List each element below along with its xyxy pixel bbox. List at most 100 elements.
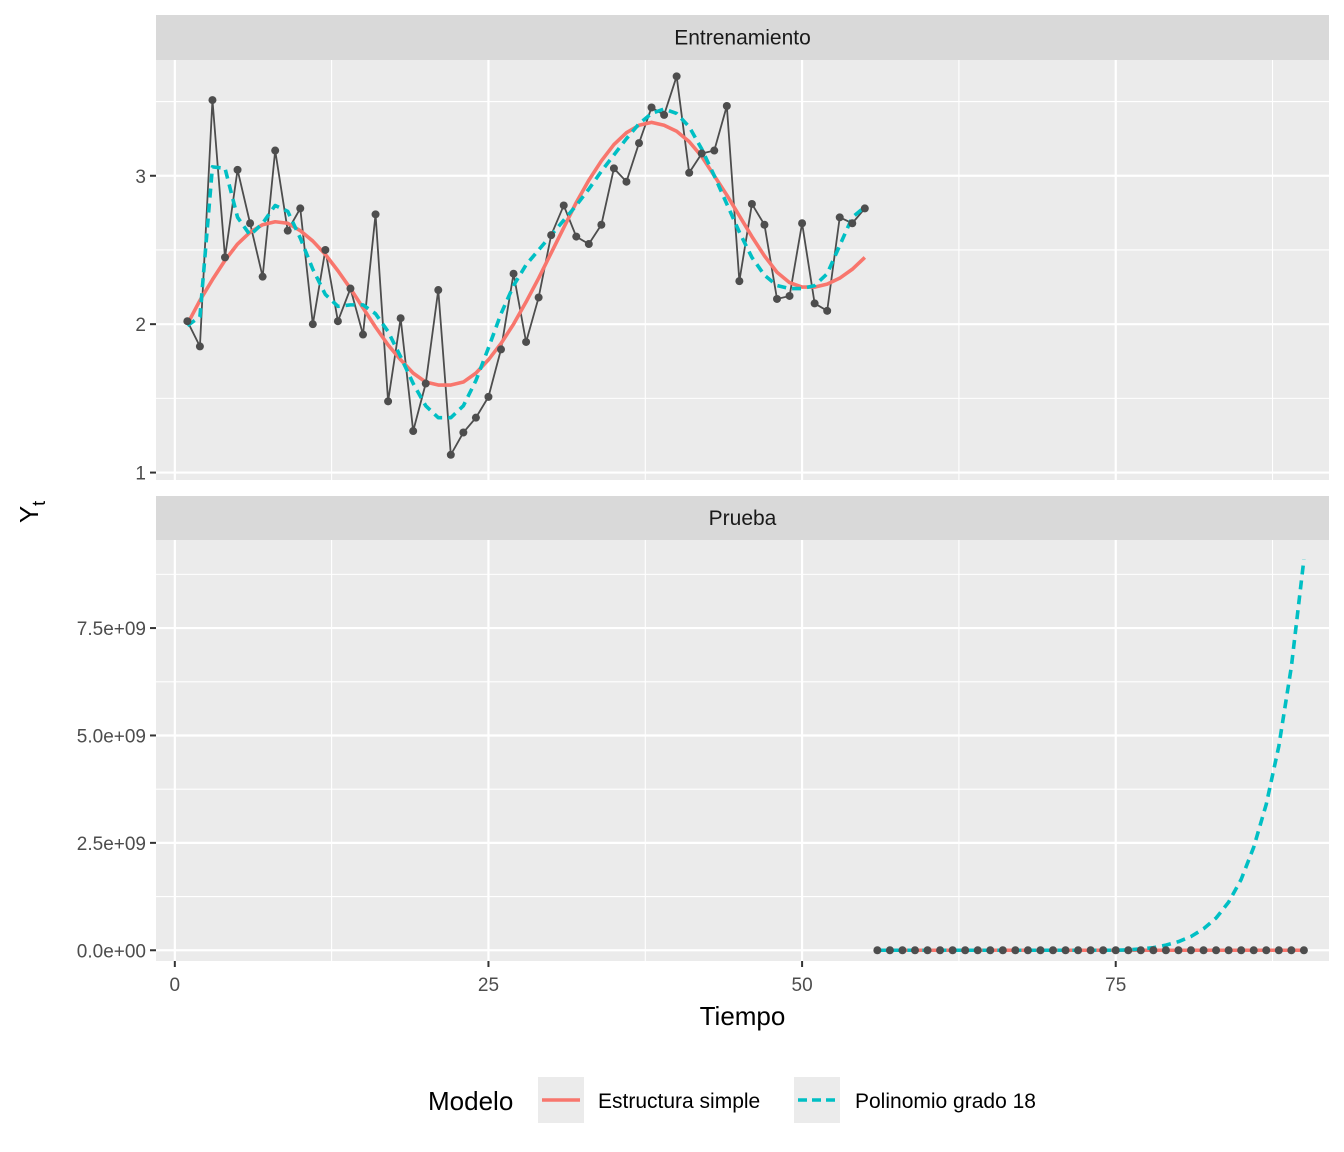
y-tick-label: 2 [135, 315, 146, 336]
gridlines-entrenamiento [156, 60, 1329, 480]
observed-point [609, 164, 618, 173]
observed-point [848, 219, 857, 228]
observed-point [660, 110, 669, 119]
observed-point [559, 201, 568, 210]
observed-point [409, 427, 418, 436]
observed-point [1074, 946, 1083, 955]
observed-point [1099, 946, 1108, 955]
observed-point [735, 277, 744, 286]
y-axis-title-main: Y [14, 506, 44, 523]
observed-point [1262, 946, 1271, 955]
y-axis-title-subscript: t [29, 501, 49, 506]
observed-point [522, 337, 531, 346]
observed-point [961, 946, 970, 955]
y-axis-entrenamiento: 1 2 3 [135, 167, 156, 485]
x-tick-label: 75 [1105, 975, 1126, 996]
strip-label-prueba: Prueba [709, 507, 777, 530]
observed-point [1136, 946, 1145, 955]
observed-point [1199, 946, 1208, 955]
y-axis-prueba: 0.0e+00 2.5e+09 5.0e+09 7.5e+09 [77, 619, 156, 962]
observed-point [1061, 946, 1070, 955]
x-axis-title: Tiempo [700, 1001, 786, 1031]
observed-point [434, 286, 443, 295]
observed-point [998, 946, 1007, 955]
observed-point [1011, 946, 1020, 955]
observed-point [823, 306, 832, 315]
panel-prueba: Prueba 0.0e+00 2.5e+09 5.0e+09 7.5e+09 [77, 496, 1329, 962]
y-tick-label: 0.0e+00 [77, 941, 146, 962]
x-tick-label: 25 [478, 975, 499, 996]
observed-point [1212, 946, 1221, 955]
series-line-polinomio-grado-18 [186, 107, 866, 420]
observed-point [1086, 946, 1095, 955]
series-prueba [873, 559, 1308, 955]
observed-point [308, 320, 317, 329]
observed-point [547, 231, 556, 240]
observed-point [1023, 946, 1032, 955]
observed-point [1187, 946, 1195, 955]
observed-point [1174, 946, 1183, 955]
y-axis-title: Yt [14, 501, 49, 523]
observed-point [747, 199, 756, 208]
y-tick-label: 1 [135, 464, 146, 485]
observed-point [396, 314, 405, 323]
observed-point [359, 330, 367, 339]
observed-point [221, 253, 229, 262]
observed-point [973, 946, 982, 955]
observed-point [798, 219, 807, 228]
panel-entrenamiento: Entrenamiento 1 2 3 [135, 15, 1329, 485]
observed-point [622, 177, 631, 186]
y-tick-label: 2.5e+09 [77, 834, 146, 855]
observed-point [948, 946, 957, 955]
series-entrenamiento [183, 72, 869, 459]
panel-background-prueba [156, 540, 1329, 961]
observed-point [810, 299, 819, 308]
observed-point [898, 946, 907, 955]
observed-point [1237, 946, 1246, 955]
observed-point [860, 204, 869, 213]
observed-point [1049, 946, 1057, 955]
observed-point [785, 291, 794, 300]
observed-point [271, 146, 280, 155]
y-tick-label: 5.0e+09 [77, 726, 146, 747]
observed-point [183, 317, 192, 326]
observed-point [246, 219, 255, 228]
observed-point [936, 946, 945, 955]
x-tick-label: 0 [170, 975, 181, 996]
series-line-estructura-simple [185, 120, 867, 387]
observed-point [233, 165, 242, 174]
observed-point [421, 379, 430, 388]
legend-label-estructura-simple: Estructura simple [598, 1090, 760, 1113]
observed-point [283, 226, 292, 235]
legend-label-polinomio-grado-18: Polinomio grado 18 [855, 1090, 1036, 1113]
observed-point [1299, 946, 1308, 955]
observed-point [371, 210, 380, 219]
observed-point [685, 168, 694, 177]
observed-point [484, 392, 493, 401]
observed-point [1161, 946, 1170, 955]
observed-point [195, 342, 204, 351]
gridlines-prueba [156, 540, 1329, 961]
observed-point [258, 272, 267, 281]
observed-point [1224, 946, 1233, 955]
observed-point [333, 317, 342, 326]
legend: Modelo Estructura simple Polinomio grado… [428, 1077, 1036, 1123]
observed-point [885, 946, 894, 955]
observed-point [697, 149, 706, 158]
observed-point [1124, 946, 1133, 955]
strip-background-prueba [156, 496, 1329, 540]
observed-point [722, 102, 731, 111]
observed-point [1274, 946, 1283, 955]
observed-point [497, 345, 505, 354]
observed-point [1149, 946, 1158, 955]
x-axis: 0 25 50 75 [170, 961, 1126, 996]
observed-point [446, 450, 455, 459]
observed-point [923, 946, 932, 955]
observed-point [760, 220, 769, 229]
observed-point [672, 72, 681, 81]
y-tick-label: 7.5e+09 [77, 619, 146, 640]
panel-background-entrenamiento [156, 60, 1329, 480]
observed-point [208, 96, 217, 105]
observed-point [873, 946, 882, 955]
observed-point [384, 397, 393, 406]
